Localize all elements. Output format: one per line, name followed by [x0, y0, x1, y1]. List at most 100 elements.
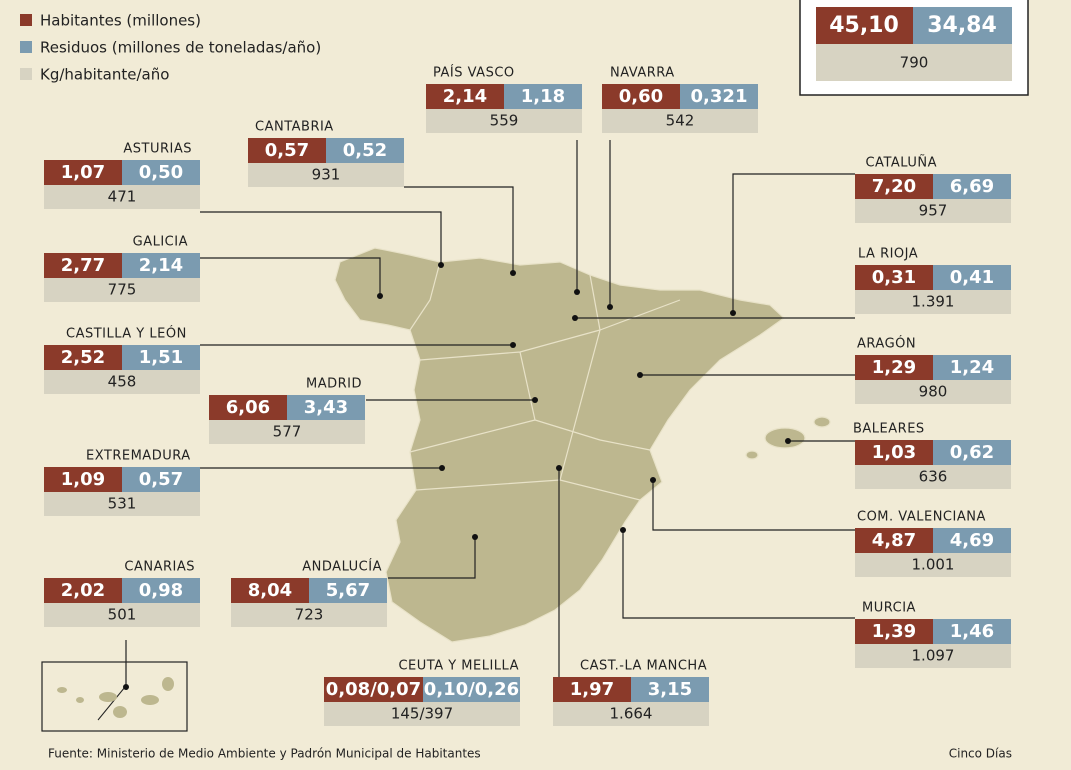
- kg-value: 542: [666, 112, 695, 130]
- region-name: GALICIA: [133, 235, 188, 250]
- kg-cell: [44, 492, 200, 516]
- region-name: ASTURIAS: [123, 142, 192, 157]
- residuos-cell: [933, 265, 1011, 290]
- kg-value: 458: [108, 373, 137, 391]
- leader-line: [622, 530, 855, 619]
- kg-cell: [44, 370, 200, 394]
- kg-value: 501: [108, 606, 137, 624]
- residuos-cell: [122, 578, 200, 603]
- habitantes-cell: [855, 619, 933, 644]
- kg-value: 980: [919, 383, 948, 401]
- habitantes-cell: [426, 84, 504, 109]
- location-dot: [472, 534, 478, 540]
- location-dot: [572, 315, 578, 321]
- residuos-cell: [933, 174, 1011, 199]
- habitantes-value: 7,20: [872, 176, 916, 197]
- kg-value: 1.097: [912, 647, 955, 665]
- habitantes-cell: [44, 345, 122, 370]
- residuos-value: 1,51: [139, 347, 183, 368]
- kg-value: 931: [312, 166, 341, 184]
- location-dot: [532, 397, 538, 403]
- kg-cell: [553, 702, 709, 726]
- habitantes-value: 1,03: [872, 442, 916, 463]
- kg-cell: [44, 603, 200, 627]
- source: Fuente: Ministerio de Medio Ambiente y P…: [48, 747, 481, 761]
- kg-cell: [426, 109, 582, 133]
- residuos-value: 0,50: [139, 162, 183, 183]
- legend-label: Kg/habitante/año: [40, 66, 169, 84]
- habitantes-value: 4,87: [872, 530, 916, 551]
- residuos-cell: [423, 677, 520, 702]
- habitantes-cell: [855, 528, 933, 553]
- residuos-cell: [933, 619, 1011, 644]
- region-name: LA RIOJA: [858, 247, 918, 262]
- habitantes-value: 1,09: [61, 469, 105, 490]
- location-dot: [377, 293, 383, 299]
- residuos-cell: [933, 528, 1011, 553]
- residuos-cell: [933, 355, 1011, 380]
- habitantes-value: 2,02: [61, 580, 105, 601]
- habitantes-value: 2,77: [61, 255, 105, 276]
- leader-line: [388, 537, 476, 579]
- habitantes-cell: [44, 578, 122, 603]
- kg-cell: [855, 465, 1011, 489]
- location-dot: [438, 262, 444, 268]
- residuos-cell: [122, 345, 200, 370]
- kg-value: 1.001: [912, 556, 955, 574]
- kg-cell: [855, 553, 1011, 577]
- kg-cell: [231, 603, 387, 627]
- habitantes-cell: [553, 677, 631, 702]
- leader-line: [200, 257, 381, 296]
- legend-label: Residuos (millones de toneladas/año): [40, 39, 321, 57]
- residuos-value: 0,321: [691, 86, 748, 107]
- kg-value: 145/397: [391, 705, 453, 723]
- residuos-value: 2,14: [139, 255, 183, 276]
- region-name: PAÍS VASCO: [433, 65, 515, 81]
- habitantes-cell: [602, 84, 680, 109]
- habitantes-cell: [231, 578, 309, 603]
- habitantes-value: 6,06: [226, 397, 270, 418]
- legend-swatch: [20, 41, 32, 53]
- kg-cell: [44, 278, 200, 302]
- habitantes-cell: [855, 265, 933, 290]
- kg-value: 531: [108, 495, 137, 513]
- region-name: MURCIA: [862, 601, 916, 616]
- residuos-cell: [122, 253, 200, 278]
- location-dot: [510, 342, 516, 348]
- leader-line: [732, 173, 855, 313]
- kg-value: 723: [295, 606, 324, 624]
- location-dot: [574, 289, 580, 295]
- region-name: CEUTA Y MELILLA: [398, 659, 519, 674]
- residuos-value: 3,15: [648, 679, 692, 700]
- residuos-value: 4,69: [950, 530, 994, 551]
- region-name: EXTREMADURA: [86, 449, 191, 464]
- spain-map: [334, 247, 831, 643]
- kg-cell: [855, 199, 1011, 223]
- region-name: CATALUÑA: [865, 155, 937, 171]
- total-residuos: 34,84: [927, 13, 997, 38]
- residuos-cell: [631, 677, 709, 702]
- residuos-value: 1,18: [521, 86, 565, 107]
- habitantes-value: 8,04: [248, 580, 292, 601]
- credit: Cinco Días: [949, 747, 1012, 761]
- kg-value: 471: [108, 188, 137, 206]
- habitantes-cell: [855, 355, 933, 380]
- habitantes-value: 2,52: [61, 347, 105, 368]
- kg-value: 636: [919, 468, 948, 486]
- legend: Habitantes (millones) Residuos (millones…: [20, 12, 321, 84]
- kg-value: 1.664: [610, 705, 653, 723]
- location-dot: [650, 477, 656, 483]
- kg-value: 1.391: [912, 293, 955, 311]
- leader-line: [652, 480, 855, 531]
- habitantes-value: 1,29: [872, 357, 916, 378]
- kg-cell: [855, 644, 1011, 668]
- location-dot: [620, 527, 626, 533]
- residuos-cell: [326, 138, 404, 163]
- kg-cell: [855, 290, 1011, 314]
- region-name: CANTABRIA: [255, 120, 334, 135]
- residuos-value: 0,57: [139, 469, 183, 490]
- habitantes-value: 1,97: [570, 679, 614, 700]
- habitantes-cell: [855, 440, 933, 465]
- kg-value: 957: [919, 202, 948, 220]
- residuos-value: 1,24: [950, 357, 994, 378]
